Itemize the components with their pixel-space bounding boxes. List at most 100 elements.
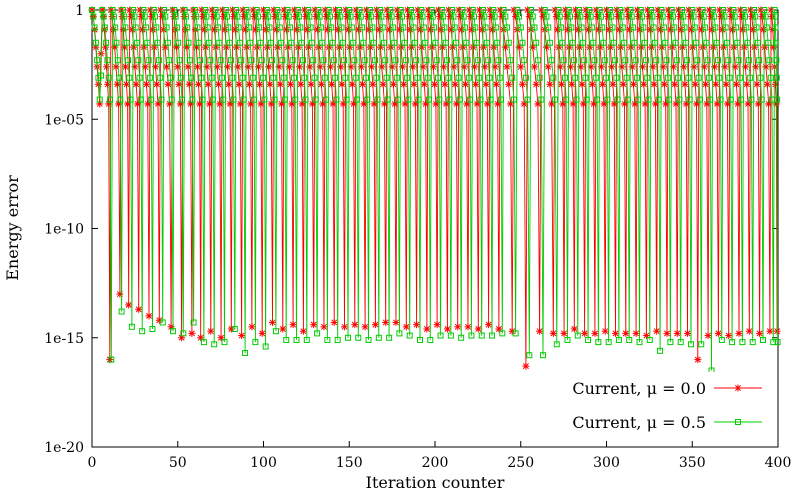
data-point [275, 13, 282, 20]
data-point [225, 24, 232, 31]
data-point [143, 24, 150, 31]
data-point [522, 362, 530, 370]
data-point [626, 336, 633, 343]
data-point [644, 74, 651, 81]
data-point [103, 39, 110, 46]
data-point [368, 13, 375, 20]
data-point [239, 74, 246, 81]
data-point [251, 96, 258, 103]
data-point [415, 96, 422, 103]
data-point [393, 6, 401, 14]
data-point [145, 312, 153, 320]
data-point [725, 57, 732, 64]
data-point [528, 7, 535, 13]
data-point [200, 26, 208, 34]
data-point [105, 100, 113, 108]
data-point [452, 100, 460, 108]
data-point [762, 63, 770, 71]
data-point [613, 6, 621, 14]
data-point [587, 63, 595, 71]
data-point [290, 74, 297, 81]
data-point [341, 57, 348, 64]
data-point [406, 26, 414, 34]
data-point [455, 74, 462, 81]
data-point [189, 96, 196, 103]
data-point [738, 96, 745, 103]
data-point [137, 96, 144, 103]
data-point [736, 6, 744, 14]
data-point [285, 13, 292, 20]
x-tick-label: 0 [88, 455, 97, 471]
data-point [270, 74, 277, 81]
data-point [712, 80, 720, 88]
data-point [662, 100, 670, 108]
data-point [234, 13, 241, 20]
data-point [604, 96, 611, 103]
data-point [113, 39, 120, 46]
data-point [438, 7, 445, 13]
data-point [573, 96, 580, 103]
data-point [581, 329, 589, 337]
data-point [431, 24, 438, 31]
data-point [606, 7, 613, 13]
data-point [398, 63, 406, 71]
data-point [398, 13, 405, 20]
legend-label-mu-0: Current, μ = 0.0 [572, 379, 706, 398]
data-point [522, 74, 529, 81]
data-point [653, 57, 660, 64]
data-point [745, 327, 753, 335]
data-point [437, 332, 444, 339]
data-point [759, 26, 767, 34]
data-point [494, 39, 501, 46]
data-point [763, 24, 770, 31]
data-point [149, 326, 156, 333]
data-point [536, 74, 543, 81]
data-point [290, 6, 298, 14]
data-point [741, 13, 748, 20]
data-point [216, 100, 224, 108]
data-point [454, 57, 461, 64]
data-point [157, 74, 164, 81]
data-point [594, 96, 601, 103]
data-point [404, 74, 411, 81]
data-point [465, 74, 472, 81]
data-point [413, 57, 420, 64]
data-point [472, 24, 479, 31]
data-point [709, 7, 716, 13]
data-point [660, 24, 667, 31]
data-point [197, 334, 205, 342]
data-point [247, 100, 255, 108]
data-point [284, 43, 292, 51]
data-point [320, 57, 327, 64]
data-point [389, 24, 396, 31]
data-point [756, 57, 763, 64]
data-point [517, 24, 524, 31]
data-point [639, 63, 647, 71]
data-point [433, 57, 440, 64]
data-point [639, 13, 646, 20]
data-point [671, 24, 678, 31]
data-point [531, 24, 538, 31]
data-point [168, 96, 175, 103]
data-point [628, 63, 636, 71]
data-point [495, 325, 503, 333]
data-point [272, 328, 279, 335]
data-point [406, 332, 413, 339]
data-point [447, 332, 454, 339]
data-point [181, 7, 188, 13]
data-point [584, 26, 592, 34]
data-point [119, 7, 126, 13]
data-point [691, 24, 698, 31]
data-point [651, 39, 658, 46]
data-point [310, 57, 317, 64]
data-point [468, 26, 476, 34]
data-point [254, 13, 261, 20]
data-point [440, 63, 448, 71]
data-point [578, 80, 586, 88]
data-point [248, 323, 256, 331]
data-point [258, 57, 265, 64]
data-point [107, 96, 114, 103]
data-point [198, 6, 206, 14]
data-point [648, 43, 656, 51]
data-point [766, 57, 773, 64]
